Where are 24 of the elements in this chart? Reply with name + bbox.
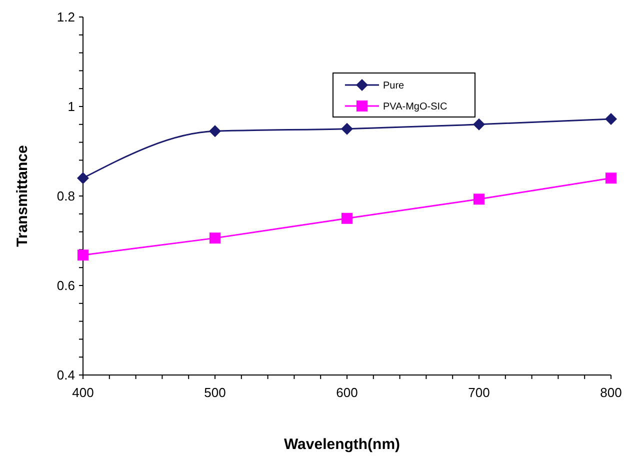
point: [342, 212, 352, 224]
y-tick-label: 0.4: [56, 368, 75, 383]
point: [209, 125, 221, 138]
point: [605, 113, 617, 126]
y-axis-title: Transmittance: [14, 145, 31, 247]
y-tick-label: 0.6: [56, 278, 75, 294]
x-tick-label: 600: [336, 385, 358, 400]
x-tick-label: 500: [204, 385, 226, 400]
legend-label: Pure: [383, 80, 405, 92]
x-axis-title: Wavelength(nm): [284, 436, 400, 453]
y-tick-label: 0.8: [56, 188, 75, 204]
point: [474, 194, 484, 205]
legend-label: PVA-MgO-SIC: [383, 102, 448, 112]
point: [473, 118, 485, 130]
y-tick-label: 1.2: [56, 10, 75, 25]
y-tick-label: 1: [68, 99, 75, 114]
point: [341, 122, 353, 135]
x-tick-label: 700: [468, 385, 490, 400]
x-tick-label: 800: [600, 385, 622, 400]
point: [210, 232, 220, 244]
point: [606, 172, 616, 184]
point: [77, 172, 89, 184]
x-tick-label: 400: [72, 385, 94, 400]
point: [78, 250, 88, 261]
